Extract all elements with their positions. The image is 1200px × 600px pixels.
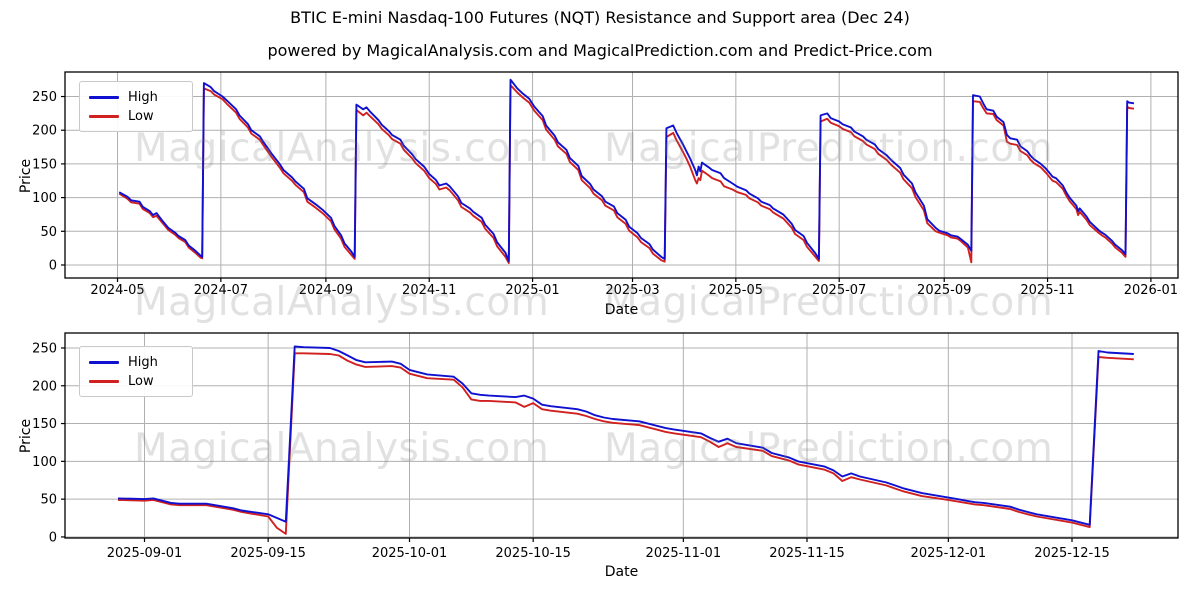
high-series-line xyxy=(117,345,1134,526)
y-tick-label: 100 xyxy=(32,455,57,470)
x-tick-label: 2025-09-15 xyxy=(230,546,306,561)
legend-item-low: Low xyxy=(80,107,192,126)
axes-spines xyxy=(64,71,1179,279)
legend-bottom-chart: High Low xyxy=(79,346,193,397)
y-axis-label-top: Price xyxy=(18,158,34,194)
x-tick-label: 2025-12-01 xyxy=(911,546,987,561)
legend-label-high: High xyxy=(128,90,158,105)
x-tick-label: 2024-09 xyxy=(299,283,353,298)
x-tick-label: 2025-03 xyxy=(605,283,659,298)
x-tick-label: 2024-07 xyxy=(194,283,248,298)
figure-subtitle: powered by MagicalAnalysis.com and Magic… xyxy=(267,41,933,60)
x-tick-label: 2024-11 xyxy=(402,283,456,298)
legend-item-low: Low xyxy=(80,372,192,391)
figure-title: BTIC E-mini Nasdaq-100 Futures (NQT) Res… xyxy=(290,8,910,27)
x-tick-label: 2024-05 xyxy=(90,283,144,298)
low-series-line xyxy=(118,84,1135,264)
x-tick-label: 2025-12-15 xyxy=(1034,546,1110,561)
y-tick-label: 100 xyxy=(32,191,57,206)
low-line-sample xyxy=(89,115,119,118)
x-tick-label: 2025-11-15 xyxy=(769,546,845,561)
high-line-sample xyxy=(89,96,119,99)
x-tick-label: 2025-09-01 xyxy=(107,546,183,561)
x-tick-label: 2025-11-01 xyxy=(646,546,722,561)
axes-spines xyxy=(64,332,1179,539)
x-tick-label: 2025-11 xyxy=(1020,283,1074,298)
y-tick-label: 250 xyxy=(32,90,57,105)
low-line-sample xyxy=(89,380,119,383)
x-tick-label: 2026-01 xyxy=(1124,283,1178,298)
x-tick-label: 2025-05 xyxy=(709,283,763,298)
low-series-line xyxy=(117,352,1134,535)
y-tick-label: 50 xyxy=(40,493,57,508)
x-tick-label: 2025-09 xyxy=(917,283,971,298)
legend-label-high: High xyxy=(128,355,158,370)
x-axis-label-top: Date xyxy=(604,302,639,318)
legend-top-chart: High Low xyxy=(79,81,193,132)
y-tick-label: 0 xyxy=(49,530,57,545)
y-tick-label: 250 xyxy=(32,341,57,356)
x-axis-label-bottom: Date xyxy=(604,564,639,580)
y-tick-label: 150 xyxy=(32,417,57,432)
y-axis-label-bottom: Price xyxy=(18,418,34,454)
x-tick-label: 2025-07 xyxy=(812,283,866,298)
y-tick-label: 50 xyxy=(40,225,57,240)
legend-label-low: Low xyxy=(128,109,154,124)
y-tick-label: 0 xyxy=(49,258,57,273)
y-tick-label: 200 xyxy=(32,379,57,394)
x-tick-label: 2025-10-15 xyxy=(495,546,571,561)
y-tick-label: 150 xyxy=(32,157,57,172)
high-series-line xyxy=(118,78,1135,262)
y-tick-label: 200 xyxy=(32,124,57,139)
x-tick-label: 2025-10-01 xyxy=(372,546,448,561)
high-line-sample xyxy=(89,361,119,364)
x-tick-label: 2025-01 xyxy=(505,283,559,298)
legend-label-low: Low xyxy=(128,374,154,389)
legend-item-high: High xyxy=(80,88,192,107)
legend-item-high: High xyxy=(80,353,192,372)
